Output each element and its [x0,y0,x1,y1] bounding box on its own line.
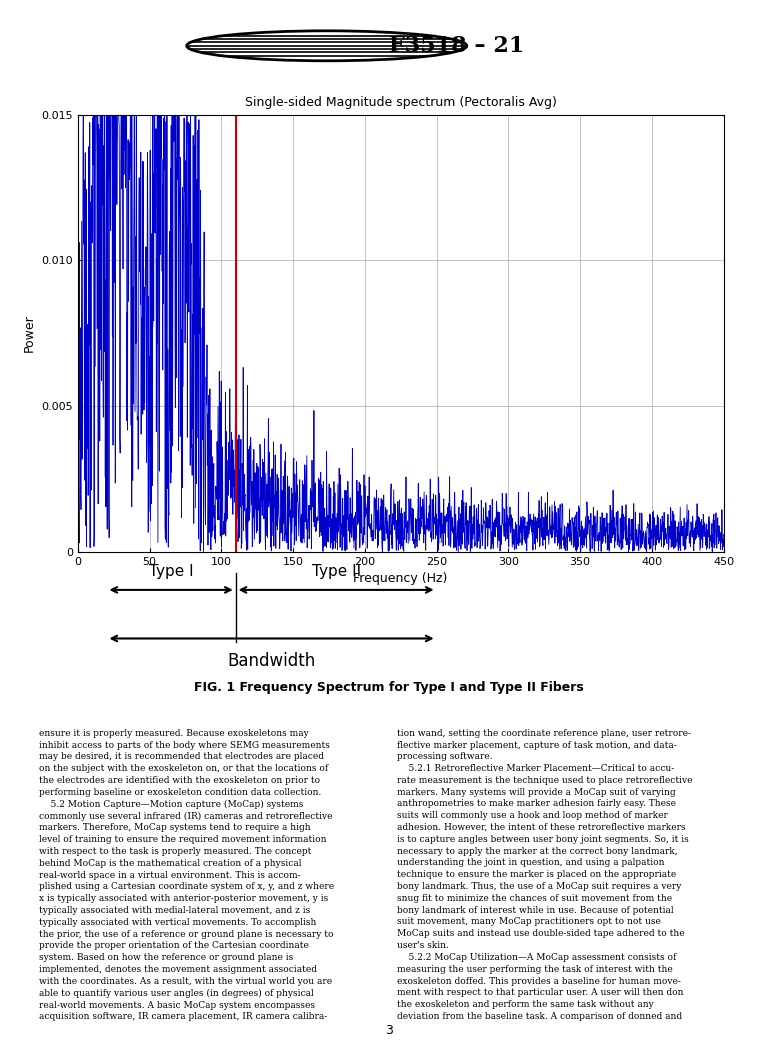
Text: tion wand, setting the coordinate reference plane, user retrore-
flective marker: tion wand, setting the coordinate refere… [397,729,692,1021]
Text: Type II: Type II [311,564,361,580]
Title: Single-sided Magnitude spectrum (Pectoralis Avg): Single-sided Magnitude spectrum (Pectora… [245,96,556,109]
Text: ensure it is properly measured. Because exoskeletons may
inhibit access to parts: ensure it is properly measured. Because … [39,729,334,1021]
Y-axis label: Power: Power [23,314,36,352]
Text: 3: 3 [385,1024,393,1037]
Text: F3518 – 21: F3518 – 21 [389,34,524,57]
Text: Bandwidth: Bandwidth [227,653,316,670]
Text: Type I: Type I [149,564,194,580]
Text: FIG. 1 Frequency Spectrum for Type I and Type II Fibers: FIG. 1 Frequency Spectrum for Type I and… [194,681,584,693]
X-axis label: Frequency (Hz): Frequency (Hz) [353,573,448,585]
